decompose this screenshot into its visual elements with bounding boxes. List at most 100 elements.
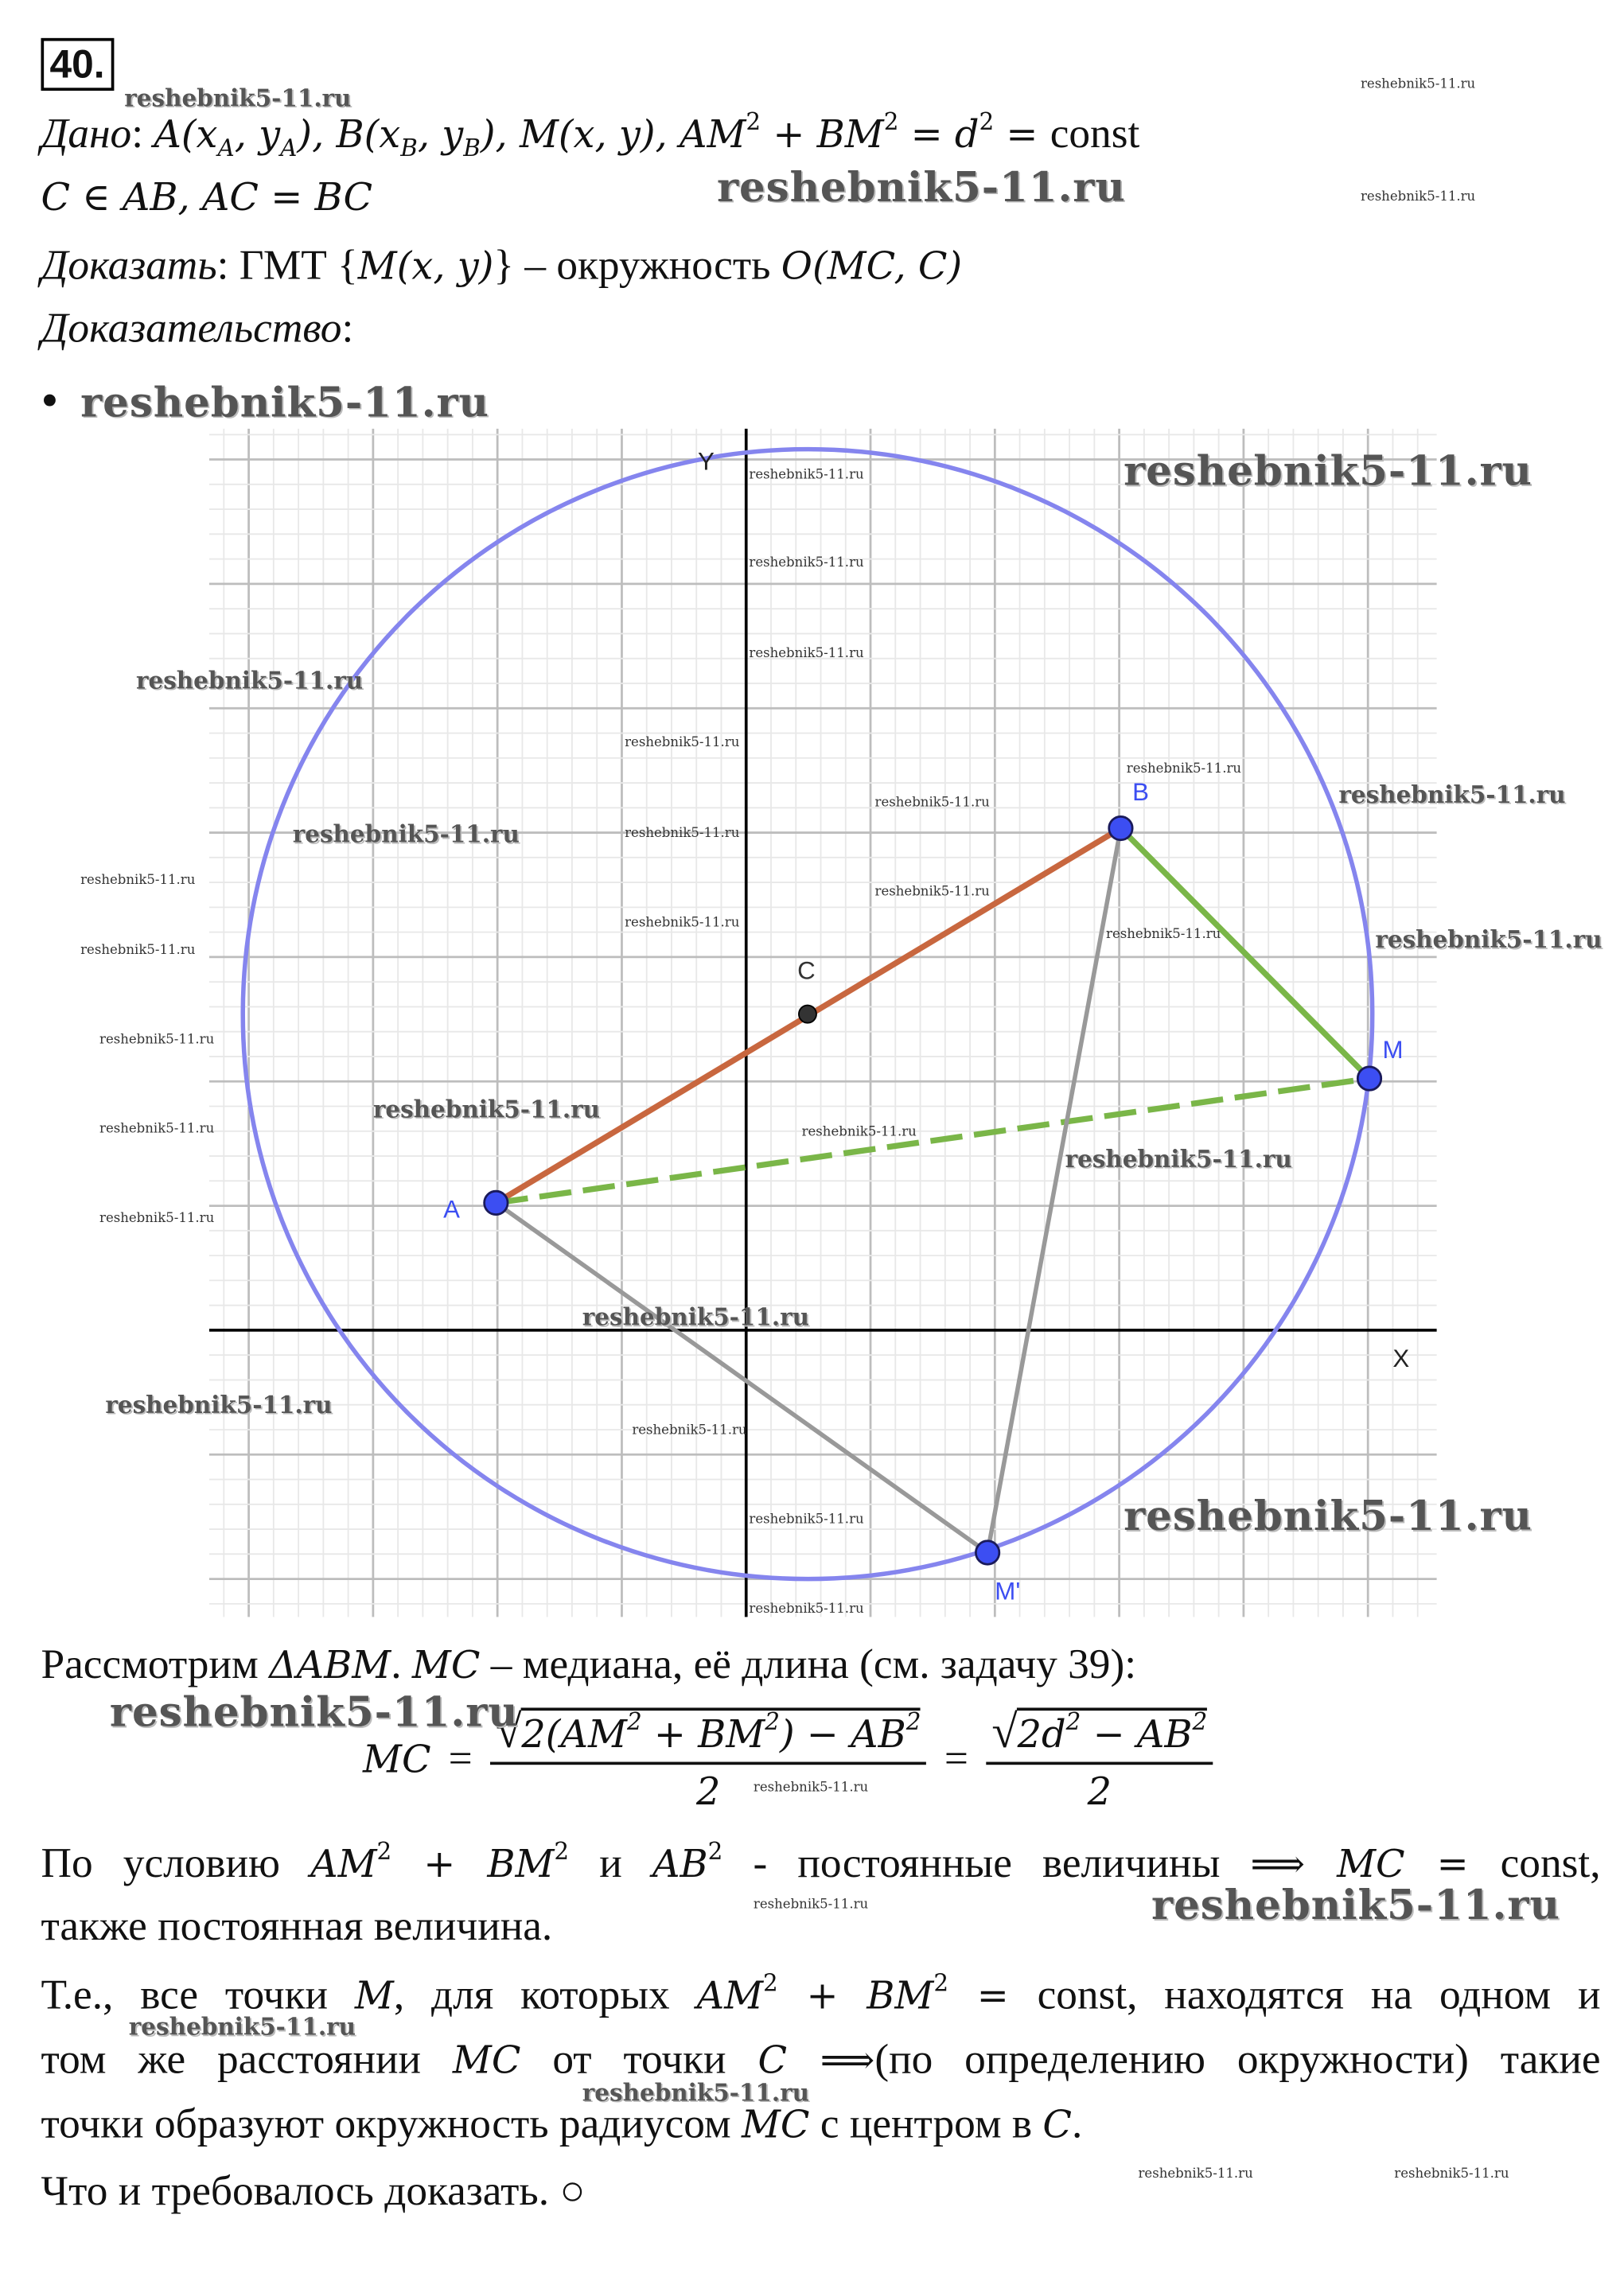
watermark: reshebnik5-11.ru xyxy=(1338,780,1566,809)
watermark: reshebnik5-11.ru xyxy=(749,1602,864,1617)
math-text: C xyxy=(1042,2103,1073,2148)
text-line: Т.е., все точки M, для которых AM2 + BM2… xyxy=(41,1969,1600,2020)
text-run: } – окружность xyxy=(493,242,781,290)
math-text: ), B(x xyxy=(297,113,401,158)
watermark: reshebnik5-11.ru xyxy=(372,1095,601,1123)
label-c: C xyxy=(797,956,816,984)
text-run: также постоянная величина. xyxy=(41,1903,553,1950)
superscript: 2 xyxy=(626,1707,642,1736)
math-text: , y xyxy=(417,113,464,158)
math-text: + BM xyxy=(761,113,884,158)
segment-bm1 xyxy=(985,827,1124,1553)
watermark: reshebnik5-11.ru xyxy=(135,666,364,695)
text-run: точки образуют окружность радиусом xyxy=(41,2100,742,2148)
text-run: и xyxy=(569,1839,652,1887)
watermark: reshebnik5-11.ru xyxy=(749,555,864,571)
text-run: от точки xyxy=(520,2036,758,2084)
watermark: reshebnik5-11.ru xyxy=(1394,2167,1509,2182)
root-sign: √ xyxy=(496,1704,522,1757)
text-run: 2(AM xyxy=(521,1713,627,1757)
problem-number: 40. xyxy=(41,37,114,91)
watermark: reshebnik5-11.ru xyxy=(1360,190,1476,205)
grid xyxy=(208,428,1437,1617)
bullet: • xyxy=(41,374,59,429)
numerator: √2d2 − AB2 xyxy=(985,1705,1213,1765)
subscript: A xyxy=(217,134,235,162)
point-m xyxy=(1356,1065,1383,1092)
point-a xyxy=(483,1189,509,1216)
watermark: reshebnik5-11.ru xyxy=(749,646,864,662)
math-text: = xyxy=(948,1975,1038,2019)
text-run: const, находятся на одном и xyxy=(1037,1971,1601,2019)
text-run: . xyxy=(1072,2100,1083,2148)
superscript: 2 xyxy=(1192,1707,1208,1736)
subscript: B xyxy=(463,134,481,162)
math-text: MC xyxy=(411,1644,481,1688)
math-text: MC xyxy=(741,2103,810,2148)
watermark: reshebnik5-11.ru xyxy=(99,1122,215,1138)
denominator: 2 xyxy=(1087,1770,1112,1815)
italic-text: Доказать xyxy=(41,242,217,290)
watermark: reshebnik5-11.ru xyxy=(625,916,740,931)
watermark: reshebnik5-11.ru xyxy=(1065,1145,1292,1174)
math-text: M(x, y) xyxy=(357,245,494,290)
watermark: reshebnik5-11.ru xyxy=(1138,2167,1253,2182)
text-run: Что и требовалось доказать. ○ xyxy=(41,2167,586,2215)
radicand: 2d2 − AB2 xyxy=(1017,1707,1208,1757)
point-c xyxy=(798,1004,817,1024)
radicand: 2(AM2 + BM2) − AB2 xyxy=(521,1707,921,1757)
text-run: , для которых xyxy=(393,1971,697,2019)
label-b: B xyxy=(1132,778,1149,806)
superscript: 2 xyxy=(905,1707,921,1736)
text-run: ) − AB xyxy=(779,1713,906,1757)
superscript: 2 xyxy=(554,1837,570,1866)
superscript: 2 xyxy=(933,1968,949,1997)
watermark: reshebnik5-11.ru xyxy=(128,2012,356,2041)
subscript: A xyxy=(280,134,298,162)
watermark: reshebnik5-11.ru xyxy=(749,468,864,483)
watermark: reshebnik5-11.ru xyxy=(80,378,489,427)
denominator: 2 xyxy=(696,1770,721,1815)
math-text: AM xyxy=(310,1843,377,1887)
watermark: reshebnik5-11.ru xyxy=(801,1125,917,1140)
numerator: √2(AM2 + BM2) − AB2 xyxy=(489,1704,927,1765)
text-run: том же расстоянии xyxy=(41,2036,453,2084)
text-line: Доказательство: xyxy=(41,305,353,353)
math-text: O(MC, C) xyxy=(781,245,963,290)
circle xyxy=(240,446,1375,1582)
fraction: √2(AM2 + BM2) − AB2 2 xyxy=(489,1704,927,1815)
watermark: reshebnik5-11.ru xyxy=(753,1781,869,1796)
superscript: 2 xyxy=(765,1707,780,1736)
label-m1: M' xyxy=(995,1577,1020,1605)
watermark: reshebnik5-11.ru xyxy=(582,2078,809,2107)
text-run: + BM xyxy=(641,1713,765,1757)
watermark: reshebnik5-11.ru xyxy=(80,944,196,959)
watermark: reshebnik5-11.ru xyxy=(99,1033,215,1048)
watermark: reshebnik5-11.ru xyxy=(625,827,740,842)
math-text: C ∈ AB, AC = BC xyxy=(41,176,373,220)
math-text: + BM xyxy=(391,1843,555,1887)
superscript: 2 xyxy=(1065,1707,1081,1736)
watermark: reshebnik5-11.ru xyxy=(124,84,352,112)
text-run: const xyxy=(1050,110,1140,158)
watermark: reshebnik5-11.ru xyxy=(753,1898,869,1913)
math-text: A(x xyxy=(154,113,218,158)
text-run: Т.е., все точки xyxy=(41,1971,355,2019)
text-run: - постоянные величины xyxy=(722,1839,1251,1887)
watermark: reshebnik5-11.ru xyxy=(292,819,520,848)
equals: = xyxy=(448,1735,473,1783)
axis-label-y: Y xyxy=(698,447,715,475)
text-line: том же расстоянии MC от точки C ⟹(по опр… xyxy=(41,2036,1600,2084)
superscript: 2 xyxy=(707,1837,723,1866)
math-text: AM xyxy=(696,1975,764,2019)
math-text: = xyxy=(994,113,1050,158)
equals: = xyxy=(944,1735,968,1783)
math-text: AB xyxy=(652,1843,708,1887)
watermark: reshebnik5-11.ru xyxy=(874,885,990,901)
formula-lhs: MC xyxy=(362,1738,431,1782)
watermark: reshebnik5-11.ru xyxy=(1126,762,1242,777)
math-text: C ⟹ xyxy=(757,2039,875,2084)
text-run: : xyxy=(131,110,154,158)
math-text: ), M(x, y), AM xyxy=(480,113,746,158)
